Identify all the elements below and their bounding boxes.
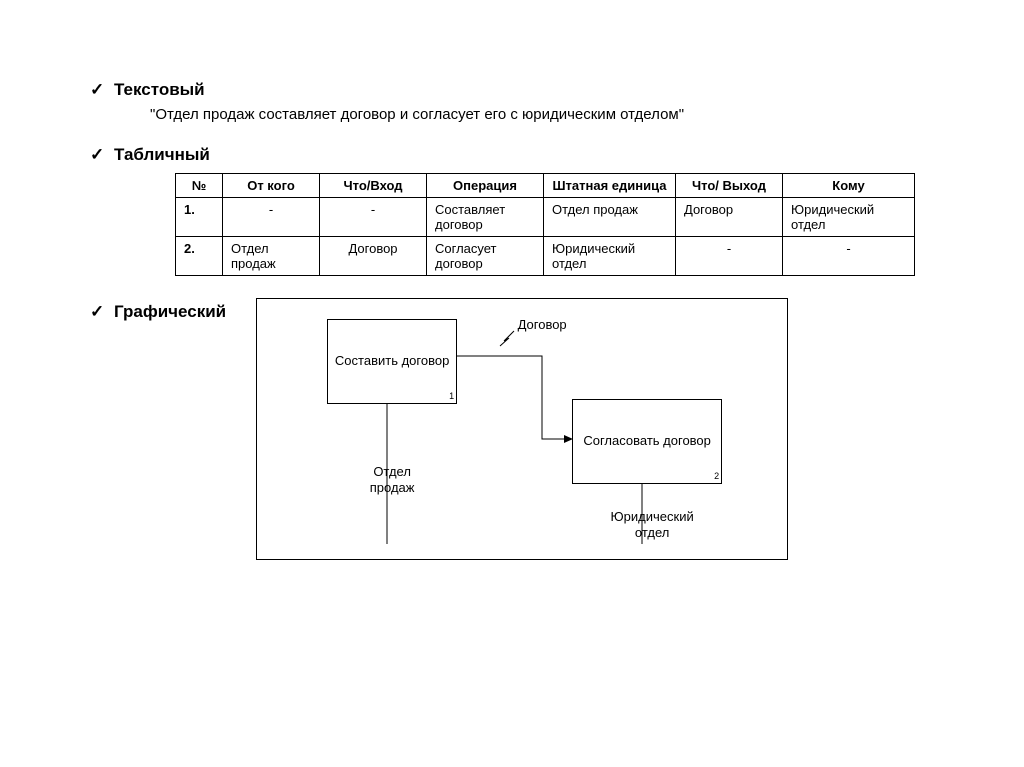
th-from: От кого — [223, 174, 320, 198]
lightning-icon — [500, 331, 514, 346]
th-unit: Штатная единица — [544, 174, 676, 198]
node-index: 2 — [714, 471, 719, 482]
table-heading-label: Табличный — [114, 145, 210, 165]
flowchart-node: Cоставить договор 1 — [327, 319, 457, 404]
table-header-row: № От кого Что/Вход Операция Штатная един… — [176, 174, 915, 198]
th-output: Что/ Выход — [676, 174, 783, 198]
cell-op: Согласует договор — [427, 237, 544, 276]
flowchart-label: Юридический отдел — [597, 509, 707, 540]
check-icon: ✓ — [90, 80, 108, 100]
flowchart-label: Отдел продаж — [352, 464, 432, 495]
flowchart-diagram: Cоставить договор 1 Согласовать договор 2 До… — [256, 298, 788, 560]
text-heading-label: Текстовый — [114, 80, 205, 100]
check-icon: ✓ — [90, 302, 108, 322]
table-row: 1. - - Составляет договор Отдел продаж Д… — [176, 198, 915, 237]
text-heading: ✓ Текстовый — [90, 80, 964, 100]
cell-to: - — [783, 237, 915, 276]
th-op: Операция — [427, 174, 544, 198]
th-to: Кому — [783, 174, 915, 198]
cell-in: - — [320, 198, 427, 237]
table-row: 2. Отдел продаж Договор Согласует догово… — [176, 237, 915, 276]
node-label: Cоставить договор — [335, 353, 449, 369]
cell-num: 1. — [176, 198, 223, 237]
node-index: 1 — [449, 391, 454, 402]
cell-from: Отдел продаж — [223, 237, 320, 276]
cell-num: 2. — [176, 237, 223, 276]
table-section: ✓ Табличный № От кого Что/Вход Операция … — [90, 145, 964, 276]
process-table: № От кого Что/Вход Операция Штатная един… — [175, 173, 915, 276]
cell-to: Юридический отдел — [783, 198, 915, 237]
cell-from: - — [223, 198, 320, 237]
check-icon: ✓ — [90, 145, 108, 165]
graphical-heading-label: Графический — [114, 302, 226, 322]
graphical-section: ✓ Графический Cоставить договор 1 Согласов… — [90, 298, 964, 560]
cell-op: Составляет договор — [427, 198, 544, 237]
cell-unit: Юридический отдел — [544, 237, 676, 276]
text-section: ✓ Текстовый "Отдел продаж составляет дог… — [90, 80, 964, 123]
th-num: № — [176, 174, 223, 198]
cell-out: Договор — [676, 198, 783, 237]
table-heading: ✓ Табличный — [90, 145, 964, 165]
flowchart-node: Согласовать договор 2 — [572, 399, 722, 484]
cell-out: - — [676, 237, 783, 276]
node-label: Согласовать договор — [583, 433, 711, 449]
flowchart-label: Договор — [502, 317, 582, 333]
th-input: Что/Вход — [320, 174, 427, 198]
text-quote: "Отдел продаж составляет договор и согла… — [150, 106, 964, 123]
graphical-heading: ✓ Графический — [90, 298, 226, 322]
cell-unit: Отдел продаж — [544, 198, 676, 237]
flowchart-edge — [447, 356, 572, 439]
cell-in: Договор — [320, 237, 427, 276]
